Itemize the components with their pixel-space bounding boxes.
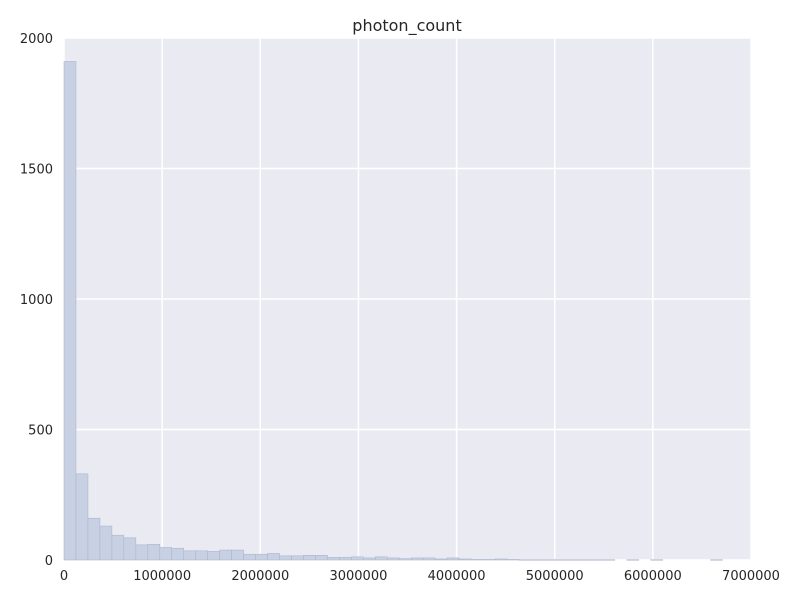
histogram-bar: [422, 557, 436, 561]
y-tick-label: 500: [28, 424, 53, 439]
y-tick-label: 1500: [20, 163, 53, 178]
y-tick-label: 0: [45, 554, 53, 569]
histogram-bar: [267, 553, 280, 561]
histogram-bar: [518, 559, 532, 561]
histogram-bar: [243, 553, 256, 561]
histogram-bar: [482, 559, 496, 561]
histogram-bar: [470, 559, 484, 561]
histogram-bar: [291, 555, 304, 561]
histogram-bar: [650, 559, 663, 561]
histogram-bar: [123, 537, 137, 561]
histogram-bar: [135, 544, 149, 561]
y-axis-ticks: 0 500 1000 1500 2000: [20, 32, 53, 569]
histogram-bar: [566, 559, 580, 561]
histogram-bar: [171, 547, 185, 561]
histogram-bar: [375, 556, 388, 561]
chart-title: photon_count: [352, 16, 461, 36]
histogram-bar: [446, 557, 460, 561]
histogram-bar: [386, 557, 400, 561]
x-tick-label: 7000000: [722, 569, 780, 584]
histogram-bar: [75, 473, 89, 561]
histogram-bar: [506, 559, 520, 561]
histogram-bar: [602, 559, 616, 561]
histogram-bar: [363, 557, 376, 561]
histogram-bar: [626, 559, 640, 561]
x-axis-ticks: 0 1000000 2000000 3000000 4000000 5000000 6000…: [60, 569, 780, 584]
histogram-bar: [494, 558, 508, 561]
histogram-bar: [578, 559, 592, 561]
histogram-bar: [231, 549, 244, 561]
x-tick-label: 4000000: [428, 569, 486, 584]
x-tick-label: 0: [60, 569, 68, 584]
x-tick-label: 3000000: [329, 569, 387, 584]
x-tick-label: 2000000: [231, 569, 289, 584]
histogram-bar: [207, 551, 220, 561]
histogram-bar: [219, 549, 232, 561]
x-tick-label: 6000000: [624, 569, 682, 584]
histogram-bar: [351, 556, 364, 561]
histogram-bar: [195, 550, 208, 561]
x-tick-label: 5000000: [526, 569, 584, 584]
histogram-bar: [159, 547, 173, 561]
histogram-bar: [63, 61, 77, 561]
y-tick-label: 2000: [20, 32, 53, 47]
histogram-bar: [410, 557, 424, 561]
histogram-bar: [327, 557, 340, 561]
histogram-bar: [458, 558, 472, 561]
histogram-bar: [542, 559, 556, 561]
histogram-bar: [590, 559, 604, 561]
histogram-bar: [339, 557, 352, 561]
histogram-bar: [255, 553, 268, 561]
histogram-bar: [111, 534, 125, 561]
x-tick-label: 1000000: [133, 569, 191, 584]
histogram-bar: [87, 517, 101, 561]
histogram-bar: [398, 558, 412, 561]
histogram-bar: [554, 559, 568, 561]
histogram-bar: [434, 558, 448, 561]
histogram-bar: [710, 559, 723, 561]
y-tick-label: 1000: [20, 293, 53, 308]
histogram-bar: [279, 555, 292, 561]
histogram-bar: [303, 555, 316, 561]
histogram-bar: [183, 550, 197, 561]
histogram-bar: [99, 525, 113, 561]
histogram-bars: [63, 61, 723, 561]
histogram-bar: [147, 544, 161, 561]
histogram-bar: [530, 559, 544, 561]
histogram-bar: [315, 555, 328, 561]
